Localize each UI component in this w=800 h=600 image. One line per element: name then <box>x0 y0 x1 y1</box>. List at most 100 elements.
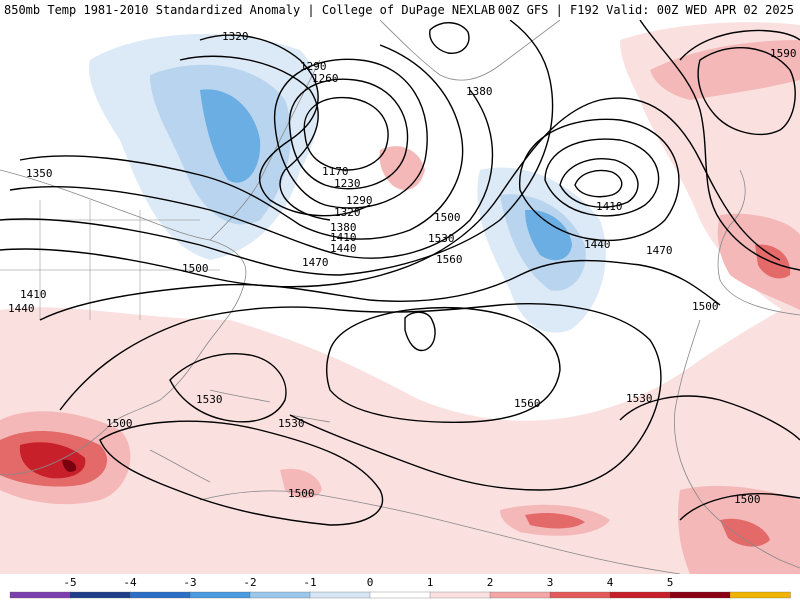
colorbar-swatch <box>69 591 131 599</box>
colorbar-tick-label: -3 <box>183 576 196 589</box>
contour-line <box>99 420 384 526</box>
contour-label: 1380 <box>466 85 493 98</box>
contour-line <box>325 306 561 423</box>
contour-label: 1440 <box>330 242 357 255</box>
colorbar-tick-label: 5 <box>667 576 674 589</box>
warm-anomaly-region <box>525 512 585 529</box>
colorbar-swatch <box>369 591 431 599</box>
south-america-coast <box>199 490 681 574</box>
contour-line <box>59 303 662 491</box>
contour-line <box>169 353 287 423</box>
africa-coast <box>674 319 800 569</box>
contour-label: 1290 <box>346 194 373 207</box>
contour-label: 1410 <box>596 200 623 213</box>
contour-label: 1500 <box>106 417 133 430</box>
warm-anomaly-region <box>379 146 425 190</box>
contour-line <box>39 259 721 321</box>
contour-line <box>404 311 436 352</box>
contour-label: 1530 <box>278 417 305 430</box>
colorbar-tick-labels: -5 -4 -3 -2 -1 0 1 2 3 4 5 <box>63 576 673 589</box>
colorbar-canvas: -5 -4 -3 -2 -1 0 1 2 3 4 5 <box>9 576 791 599</box>
contour-line <box>697 47 796 136</box>
contour-line <box>0 97 781 288</box>
contour-line <box>0 20 554 276</box>
contour-line <box>199 34 371 217</box>
cold-anomaly-region <box>200 89 261 183</box>
contour-label: 1230 <box>334 177 361 190</box>
colorbar-tick-label: -5 <box>63 576 76 589</box>
contour-label: 1500 <box>434 211 461 224</box>
contour-line <box>679 493 800 521</box>
coastlines <box>0 20 800 574</box>
contour-label: 1320 <box>222 30 249 43</box>
colorbar-swatch <box>609 591 671 599</box>
contour-label: 1530 <box>196 393 223 406</box>
contour-label: 1470 <box>646 244 673 257</box>
contour-label: 1350 <box>26 167 53 180</box>
colorbar-tick-label: 1 <box>427 576 434 589</box>
warm-anomaly-region <box>0 300 800 574</box>
colorbar-swatch <box>729 591 791 599</box>
cold-anomaly-region <box>525 209 572 261</box>
colorbar-tick-label: -1 <box>303 576 316 589</box>
colorbar-tick-label: 4 <box>607 576 614 589</box>
warm-anomaly-region <box>650 40 800 100</box>
contour-label: 1590 <box>770 47 797 60</box>
contour-label: 1440 <box>8 302 35 315</box>
anomaly-map: 1320 1290 1260 1380 1350 1170 1230 1290 … <box>0 20 800 574</box>
warm-anomaly-region <box>280 468 322 499</box>
contour-line <box>619 395 800 441</box>
contour-label: 1260 <box>312 72 339 85</box>
product-title: 850mb Temp 1981-2010 Standardized Anomal… <box>4 3 496 17</box>
contour-line <box>303 96 389 171</box>
contour-label: 1560 <box>514 397 541 410</box>
warm-anomaly-region <box>755 244 791 279</box>
contour-label: 1380 <box>330 221 357 234</box>
map-canvas: 1320 1290 1260 1380 1350 1170 1230 1290 … <box>0 20 800 574</box>
contour-label: 1530 <box>626 392 653 405</box>
contour-label: 1170 <box>322 165 349 178</box>
warm-anomaly-region <box>62 459 77 472</box>
contour-label: 1530 <box>428 232 455 245</box>
colorbar-swatches <box>9 591 791 599</box>
positive-anomaly-shading <box>0 22 800 574</box>
warm-anomaly-region <box>720 518 770 547</box>
colorbar-swatch <box>549 591 611 599</box>
contour-line <box>273 58 428 209</box>
contour-label: 1470 <box>302 256 329 269</box>
contour-label: 1410 <box>330 231 357 244</box>
colorbar-swatch <box>189 591 251 599</box>
colorbar-swatch <box>249 591 311 599</box>
colorbar-tick-label: -2 <box>243 576 256 589</box>
contour-label: 1500 <box>182 262 209 275</box>
contour-line <box>288 78 409 190</box>
colorbar-swatch <box>129 591 191 599</box>
colorbar-tick-label: -4 <box>123 576 137 589</box>
contour-labels: 1320 1290 1260 1380 1350 1170 1230 1290 … <box>8 30 797 506</box>
contour-label: 1410 <box>20 288 47 301</box>
us-state-borders <box>0 200 220 320</box>
colorbar-swatch <box>9 591 71 599</box>
anomaly-colorbar: -5 -4 -3 -2 -1 0 1 2 3 4 5 <box>0 574 800 600</box>
colorbar-swatch <box>489 591 551 599</box>
contour-line <box>574 169 623 198</box>
greenland-coast <box>379 20 561 81</box>
contour-line <box>639 20 800 271</box>
contour-line <box>19 44 464 240</box>
contour-line <box>429 22 470 54</box>
contour-label: 1500 <box>692 300 719 313</box>
north-america-coast <box>0 169 247 476</box>
caribbean-islands <box>149 389 331 483</box>
contour-label: 1500 <box>734 493 761 506</box>
contour-line <box>679 29 800 61</box>
contour-label: 1500 <box>288 487 315 500</box>
contour-line <box>179 55 331 221</box>
contour-label: 1320 <box>334 206 361 219</box>
colorbar-tick-label: 3 <box>547 576 554 589</box>
contour-line <box>519 118 680 241</box>
height-contours <box>0 20 800 526</box>
europe-coast <box>717 169 800 316</box>
colorbar-tick-label: 0 <box>367 576 374 589</box>
colorbar-swatch <box>309 591 371 599</box>
